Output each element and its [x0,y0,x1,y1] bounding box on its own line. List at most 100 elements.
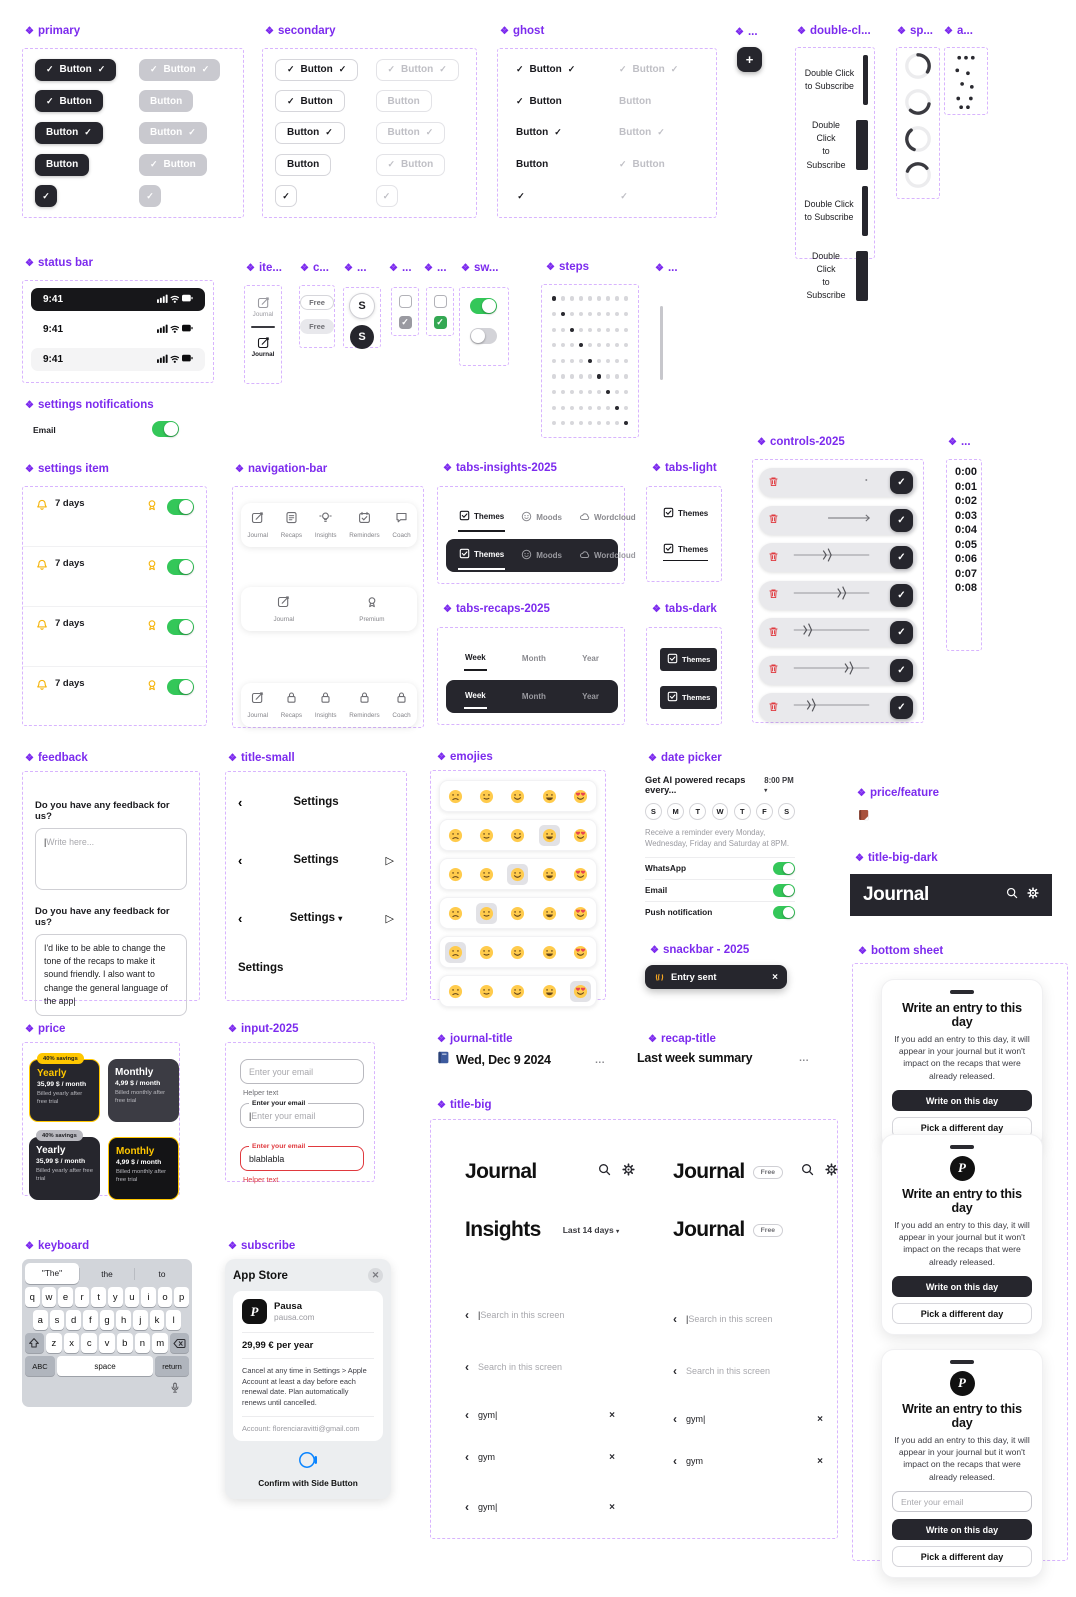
journal-more-button[interactable]: ... [595,1054,605,1066]
emoji-confused-selected[interactable] [445,941,467,963]
emoji-slight[interactable] [476,981,497,1002]
key-g[interactable]: g [99,1310,115,1330]
back-chevron-icon[interactable]: ‹ [673,1364,677,1378]
day-T[interactable]: T [733,803,751,820]
search-row-right-1[interactable]: ‹ |Search in this screen [673,1312,773,1326]
emoji-smile[interactable] [507,786,528,807]
tab-month[interactable]: Month [521,685,547,708]
emoji-grin[interactable] [539,864,560,885]
gear-icon[interactable] [622,1163,635,1181]
search-row-left-2[interactable]: ‹ Search in this screen [465,1360,563,1374]
gear-icon[interactable] [1027,886,1039,904]
pick-different-day-button[interactable]: Pick a different day [892,1546,1032,1568]
trash-icon[interactable] [768,474,779,492]
clear-icon[interactable]: × [817,1455,823,1467]
emoji-smile[interactable] [507,825,528,846]
ghost-button-enabled-row1[interactable]: ✓ Button ✓ [510,59,581,81]
key-i[interactable]: i [141,1287,156,1307]
back-chevron-icon[interactable]: ‹ [673,1454,677,1468]
key-h[interactable]: h [116,1310,132,1330]
emoji-heart[interactable] [570,786,591,807]
double-click-item-1[interactable]: Double Click to Subscribe [796,48,874,112]
key-w[interactable]: w [41,1287,57,1307]
emoji-slight[interactable] [476,825,497,846]
price-card-yearly-1[interactable]: 40% savings Yearly 35,99 $ / month Billed y… [29,1053,100,1122]
abc-key[interactable]: ABC [25,1356,55,1376]
trash-icon[interactable] [768,661,779,679]
back-chevron-icon[interactable]: ‹ [238,910,243,926]
key-s[interactable]: s [49,1310,65,1330]
backspace-key[interactable] [170,1333,190,1353]
channel-toggle[interactable] [773,883,795,897]
nav-tab-premium[interactable]: Premium [359,595,384,623]
back-chevron-icon[interactable]: ‹ [465,1450,469,1464]
clear-icon[interactable]: × [609,1409,615,1421]
dark-button-enabled-row5[interactable]: ✓ [35,185,57,208]
key-u[interactable]: u [124,1287,140,1307]
trash-icon[interactable] [768,549,779,567]
nav-tab-insights[interactable]: Insights [315,691,337,719]
day-S[interactable]: S [645,803,662,820]
outline-button-enabled-row3[interactable]: Button ✓ [275,121,345,144]
key-c[interactable]: c [81,1333,98,1353]
confirm-check-button[interactable]: ✓ [890,621,913,644]
nav-tab-reminders[interactable]: Reminders [349,691,380,719]
tab-themes-light-2[interactable]: Themes [663,543,709,561]
tab-wordcloud[interactable]: Wordcloud [578,542,637,569]
key-v[interactable]: v [99,1333,115,1353]
key-a[interactable]: a [32,1310,48,1330]
avatar-dark[interactable]: S [350,325,374,349]
return-key[interactable]: return [155,1356,189,1376]
nav-item-journal-active[interactable]: Journal [245,336,281,358]
search-icon[interactable] [801,1163,814,1181]
write-on-this-day-button[interactable]: Write on this day [892,1090,1032,1112]
clear-icon[interactable]: × [609,1501,615,1513]
price-card-monthly-4[interactable]: Monthly 4,99 $ / month Billed monthly afte… [108,1137,179,1200]
tab-wordcloud[interactable]: Wordcloud [578,504,637,531]
confirm-check-button[interactable]: ✓ [890,471,913,494]
day-M[interactable]: M [667,803,684,820]
ghost-button-enabled-row4[interactable]: Button [510,154,554,176]
clear-icon[interactable]: × [609,1451,615,1463]
send-icon[interactable]: ▷ [385,912,394,925]
confirm-check-button[interactable]: ✓ [890,508,913,532]
tab-year[interactable]: Year [581,647,600,670]
key-o[interactable]: o [157,1287,173,1307]
emoji-heart-selected[interactable] [569,980,591,1002]
drag-handle[interactable] [950,1145,974,1149]
space-key[interactable]: space [57,1356,153,1376]
checkbox-green-checked[interactable]: ✓ [433,316,447,329]
confirm-check-button[interactable]: ✓ [890,546,913,569]
price-card-monthly-2[interactable]: Monthly 4,99 $ / month Billed monthly afte… [108,1059,179,1122]
search-row-left-1[interactable]: ‹ |Search in this screen [465,1308,565,1322]
pick-different-day-button[interactable]: Pick a different day [892,1303,1032,1325]
emoji-confused[interactable] [445,825,466,846]
confirm-check-button[interactable]: ✓ [890,658,913,682]
emoji-smile-selected[interactable] [507,863,529,885]
email-field[interactable]: Enter your email [240,1059,364,1084]
write-on-this-day-button[interactable]: Write on this day [892,1519,1032,1541]
emoji-grin-selected[interactable] [538,824,560,846]
emoji-slight[interactable] [476,942,497,963]
dark-button-enabled-row3[interactable]: Button ✓ [35,121,103,144]
emoji-confused[interactable] [445,864,466,885]
key-d[interactable]: d [66,1310,81,1330]
tab-themes-light-1[interactable]: Themes [663,507,708,520]
key-k[interactable]: k [149,1310,165,1330]
settings-item-toggle[interactable] [167,499,194,515]
key-n[interactable]: n [134,1333,151,1353]
emoji-smile[interactable] [507,981,528,1002]
settings-item-toggle[interactable] [167,679,194,695]
channel-toggle[interactable] [773,861,795,875]
emoji-confused[interactable] [445,981,466,1002]
suggestion-3[interactable]: to [158,1268,166,1279]
trash-icon[interactable] [768,699,779,717]
back-chevron-icon[interactable]: ‹ [465,1500,469,1514]
suggestion-1[interactable]: "The" [25,1263,79,1284]
key-r[interactable]: r [74,1287,90,1307]
emoji-heart[interactable] [570,825,591,846]
confirm-check-button[interactable]: ✓ [890,696,913,719]
avatar-outline[interactable]: S [349,293,375,319]
snackbar-close-icon[interactable]: × [772,971,778,983]
ghost-button-enabled-row2[interactable]: ✓ Button [510,90,568,112]
